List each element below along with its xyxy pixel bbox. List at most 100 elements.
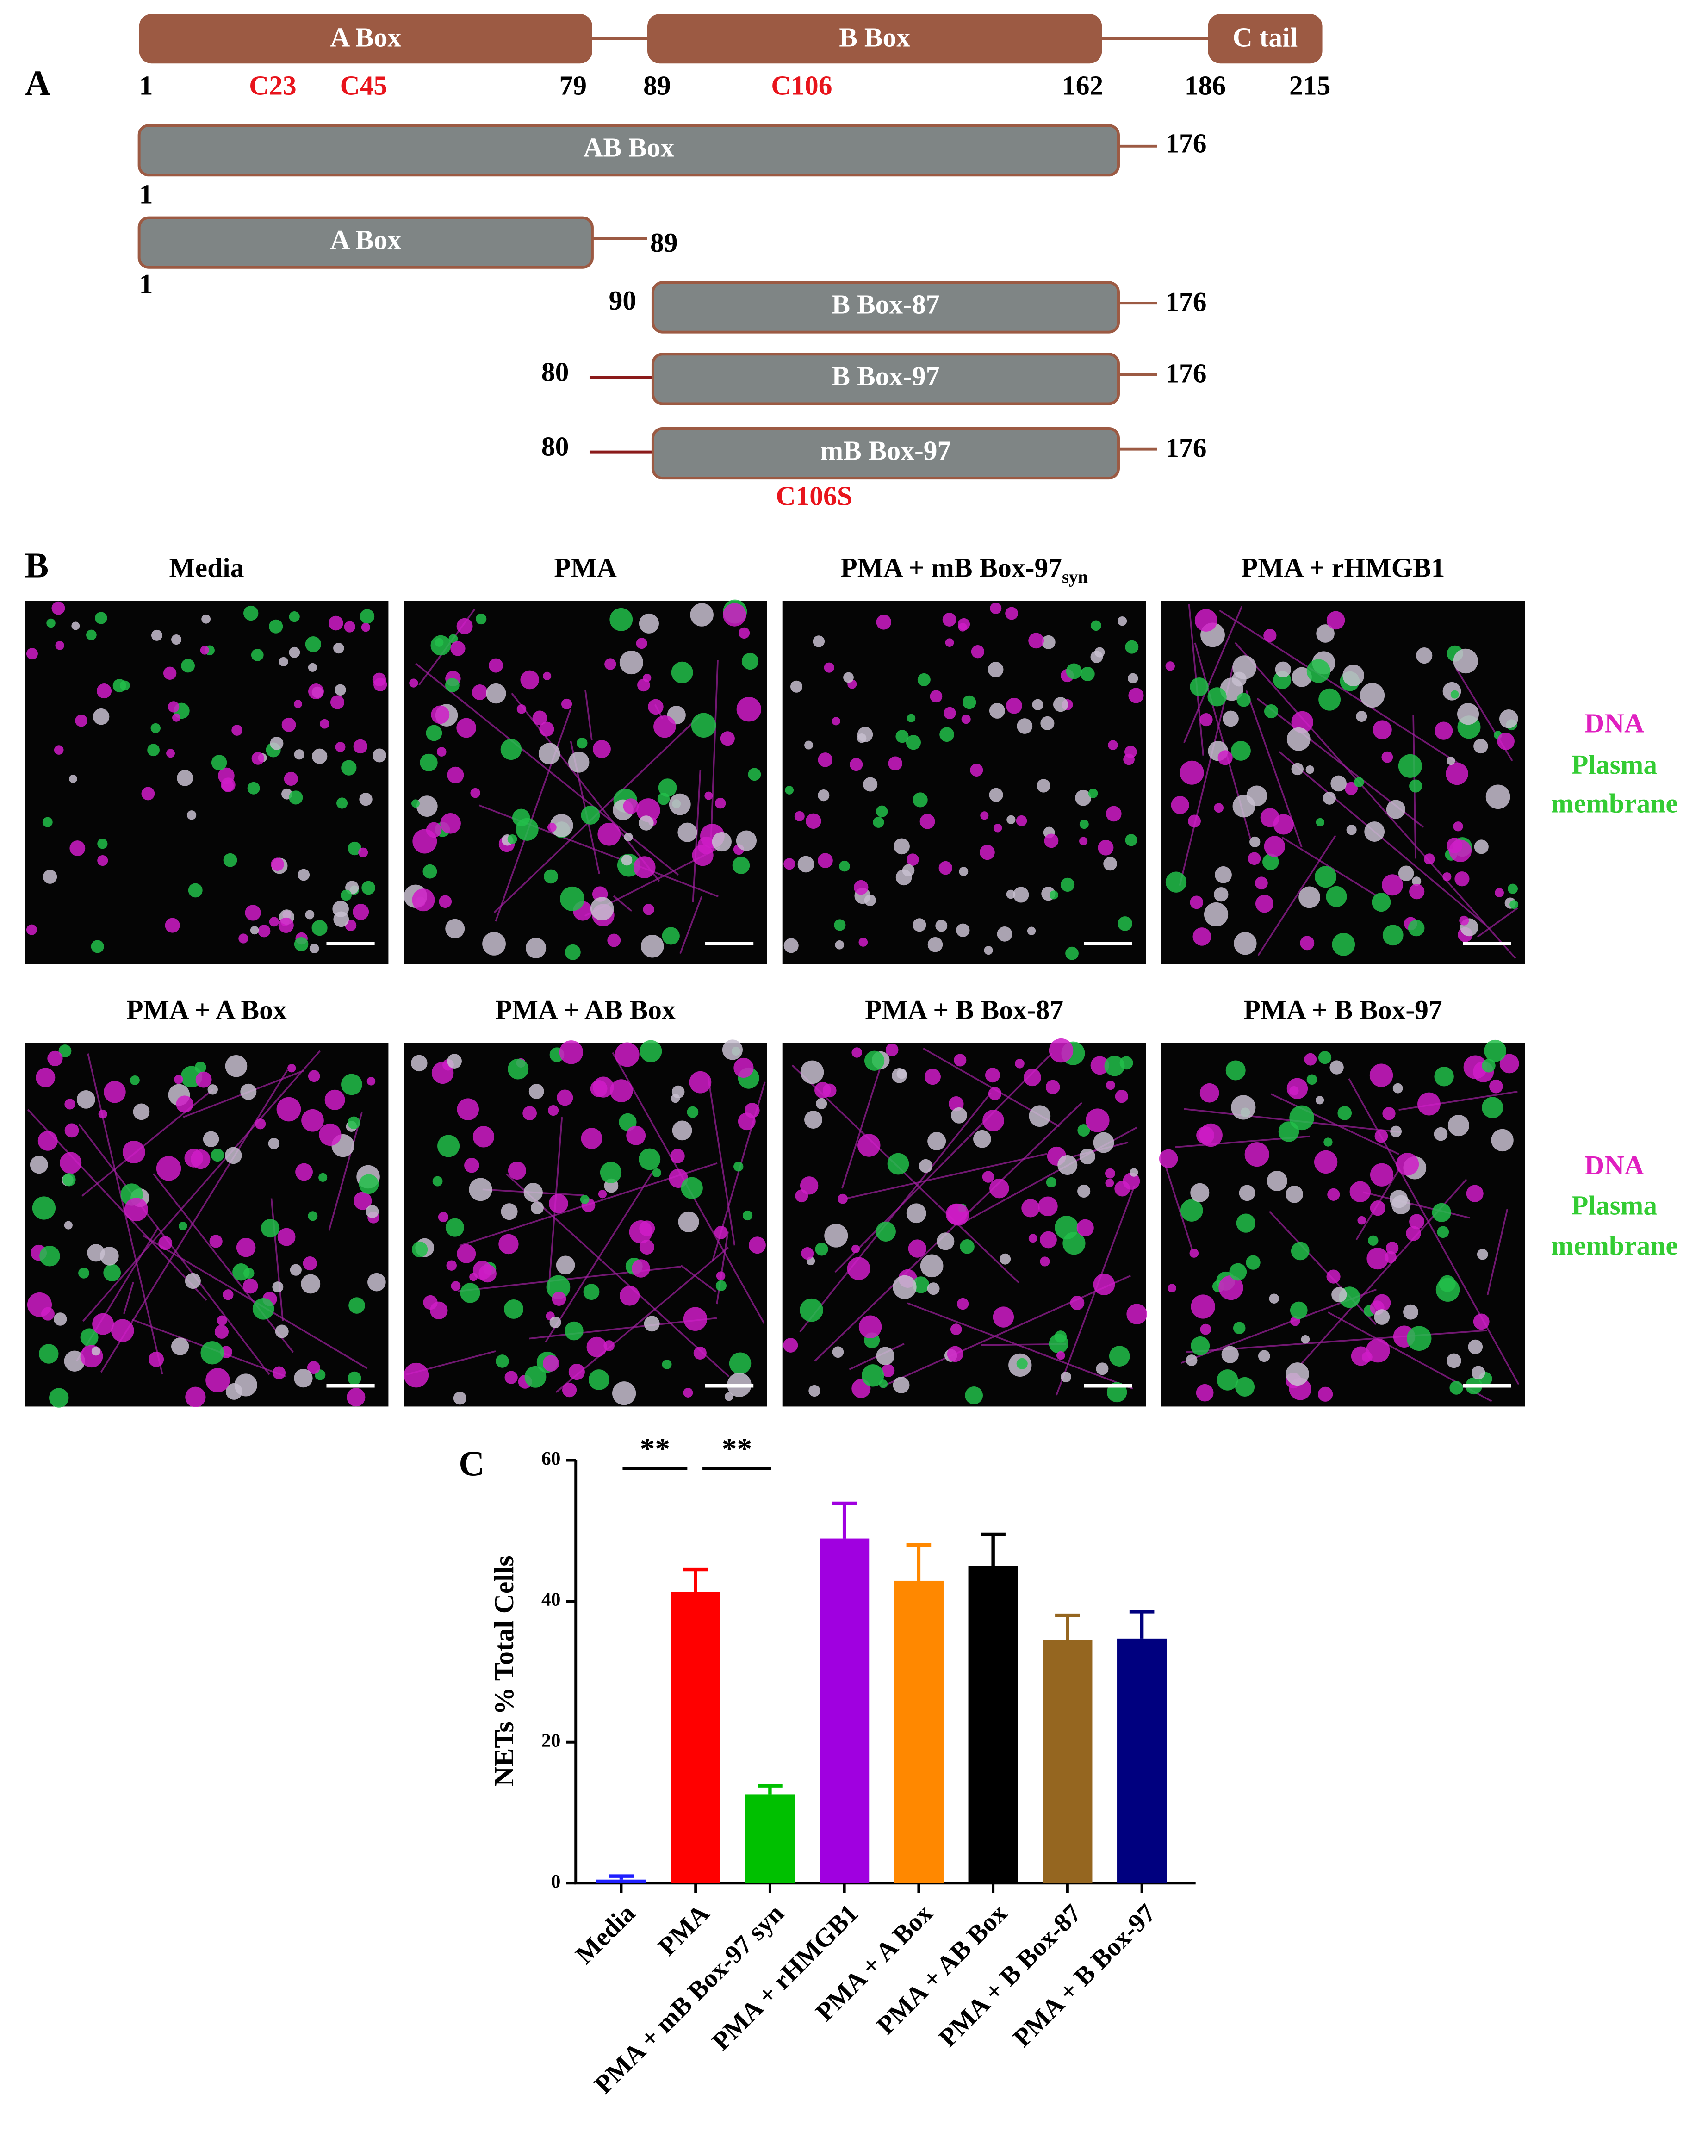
net-strand — [1279, 751, 1486, 926]
cell — [348, 841, 362, 856]
cell — [166, 749, 175, 758]
cell — [1491, 1129, 1514, 1152]
cell — [1315, 866, 1337, 888]
cell — [561, 698, 572, 709]
cell — [970, 764, 983, 777]
cell — [1267, 1170, 1287, 1191]
cell — [1434, 1127, 1448, 1141]
y-tick-label: 60 — [541, 1448, 561, 1469]
cell — [945, 638, 954, 647]
cell — [671, 1085, 685, 1099]
cell — [1489, 1079, 1503, 1094]
cell — [623, 798, 639, 814]
construct-box — [137, 124, 1120, 177]
cell — [1171, 796, 1189, 814]
cell — [347, 1388, 366, 1407]
cell — [1180, 1199, 1203, 1222]
cell — [431, 705, 450, 724]
cell — [919, 814, 935, 829]
cell — [738, 627, 750, 639]
cell — [1370, 1163, 1394, 1187]
cell — [525, 938, 547, 958]
cell — [49, 1388, 69, 1408]
cell — [412, 888, 435, 912]
cell — [1454, 871, 1470, 887]
net-strand — [613, 895, 633, 912]
cell — [1484, 1039, 1507, 1062]
cell — [982, 1110, 1004, 1131]
cell — [341, 760, 357, 776]
cell — [1217, 1369, 1238, 1391]
cell — [335, 742, 346, 752]
cell — [347, 1116, 360, 1130]
net-strand — [78, 1124, 270, 1375]
cell — [1374, 1309, 1390, 1325]
cell — [1236, 693, 1251, 707]
cell — [547, 823, 557, 832]
cell — [956, 1298, 969, 1310]
cell — [1332, 932, 1355, 956]
cell — [858, 1315, 882, 1338]
micrograph — [25, 601, 389, 964]
cell — [689, 1071, 712, 1094]
cell — [64, 1221, 73, 1230]
cell — [185, 1386, 206, 1407]
cell — [279, 657, 288, 666]
cell — [586, 1336, 607, 1357]
cell — [1306, 659, 1330, 683]
cell — [416, 795, 438, 817]
cell — [1217, 750, 1233, 765]
construct-name: A Box — [330, 224, 401, 255]
cell — [1234, 932, 1257, 955]
cell — [1053, 697, 1068, 712]
cell — [1066, 663, 1082, 679]
net-strand — [328, 1112, 363, 1231]
cell — [920, 1254, 944, 1278]
cell — [590, 1080, 608, 1097]
cell — [205, 1368, 230, 1392]
cell — [1191, 1294, 1215, 1319]
cell — [39, 1245, 60, 1267]
significance-label: ** — [722, 1433, 752, 1466]
construct-box — [651, 353, 1120, 405]
cell — [834, 919, 846, 931]
cell — [636, 798, 660, 822]
cell — [1264, 836, 1286, 857]
cell — [1495, 888, 1504, 897]
cell — [715, 1280, 727, 1291]
cell — [1482, 1097, 1503, 1118]
cell — [677, 822, 697, 842]
cell — [1199, 713, 1213, 727]
mutation: C106S — [776, 480, 852, 511]
cell — [294, 1368, 313, 1388]
cell — [1077, 1124, 1090, 1137]
cell — [281, 717, 296, 732]
cell — [430, 1301, 448, 1319]
net-strand — [707, 1077, 736, 1246]
cell — [353, 739, 368, 754]
net-strand — [1219, 609, 1459, 764]
net-strand — [1186, 1330, 1487, 1353]
cell — [1096, 1362, 1109, 1375]
cell — [729, 1352, 752, 1374]
domain-box — [1208, 14, 1323, 64]
cell — [1403, 1304, 1418, 1320]
cell — [271, 857, 284, 871]
construct-name: AB Box — [583, 132, 674, 162]
cell — [78, 1268, 89, 1279]
cell — [411, 799, 420, 808]
net-strand — [1363, 1191, 1470, 1219]
cell — [1278, 1121, 1299, 1142]
cell — [366, 1077, 376, 1086]
cell — [1231, 741, 1251, 761]
cell — [1190, 677, 1209, 696]
cell — [1075, 789, 1092, 806]
cell — [1269, 1293, 1279, 1304]
cell — [1168, 1284, 1176, 1293]
cell — [806, 813, 821, 829]
cell — [26, 924, 37, 935]
cell — [96, 683, 112, 699]
cell — [1093, 1132, 1114, 1153]
cell — [475, 613, 487, 625]
cell — [293, 700, 302, 708]
